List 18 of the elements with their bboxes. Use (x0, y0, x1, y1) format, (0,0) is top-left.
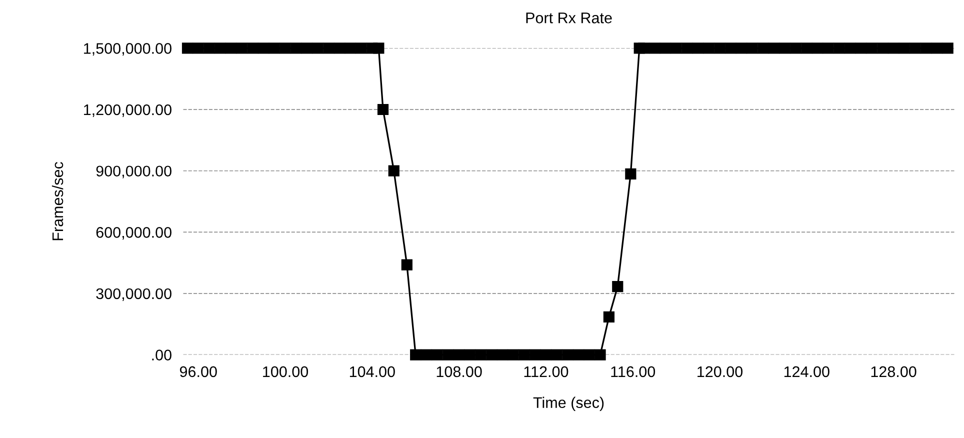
x-tick-label: 108.00 (436, 366, 482, 378)
y-tick-label: 300,000.00 (96, 288, 172, 301)
x-tick-label: 100.00 (263, 366, 308, 378)
x-axis-title: Time (sec) (533, 396, 604, 412)
y-tick-label: .00 (152, 350, 172, 360)
x-tick-label: 128.00 (871, 366, 916, 378)
x-tick-label: 96.00 (180, 366, 217, 378)
y-axis-title: Frames/sec (52, 162, 64, 240)
y-tick-label: 1,500,000.00 (84, 43, 172, 56)
x-tick-label: 104.00 (350, 366, 395, 378)
y-tick-label: 900,000.00 (96, 166, 172, 178)
x-tick-label: 116.00 (611, 366, 656, 378)
x-tick-label: 112.00 (524, 366, 568, 378)
y-tick-label: 600,000.00 (96, 227, 172, 240)
x-tick-label: 124.00 (784, 366, 830, 378)
chart-title: Port Rx Rate (526, 12, 612, 24)
y-tick-label: 1,200,000.00 (84, 104, 172, 117)
x-tick-label: 120.00 (698, 366, 743, 378)
